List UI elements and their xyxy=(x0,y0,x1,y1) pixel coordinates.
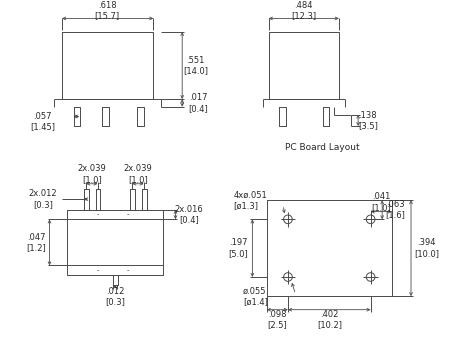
Text: .551
[14.0]: .551 [14.0] xyxy=(183,56,208,75)
Text: .618
[15.7]: .618 [15.7] xyxy=(95,1,120,20)
Text: .063
[1.6]: .063 [1.6] xyxy=(386,200,406,219)
Text: 2x.016
[0.4]: 2x.016 [0.4] xyxy=(174,205,203,224)
Text: -: - xyxy=(127,212,129,217)
Text: .017
[0.4]: .017 [0.4] xyxy=(189,93,209,113)
Text: 2x.039
[1.0]: 2x.039 [1.0] xyxy=(77,164,106,184)
Text: .012
[0.3]: .012 [0.3] xyxy=(105,286,125,306)
Text: 2x.012
[0.3]: 2x.012 [0.3] xyxy=(28,189,57,209)
Text: .041
[1.0]: .041 [1.0] xyxy=(371,192,391,212)
Text: .394
[10.0]: .394 [10.0] xyxy=(414,238,439,258)
Text: .047
[1.2]: .047 [1.2] xyxy=(26,233,46,252)
Text: -: - xyxy=(96,212,99,217)
Text: .098
[2.5]: .098 [2.5] xyxy=(267,310,287,329)
Text: .138
[3.5]: .138 [3.5] xyxy=(358,111,378,130)
Text: 4xø.051
[ø1.3]: 4xø.051 [ø1.3] xyxy=(233,191,267,210)
Text: .057
[1.45]: .057 [1.45] xyxy=(30,111,55,131)
Text: -: - xyxy=(96,267,99,273)
Text: .402
[10.2]: .402 [10.2] xyxy=(317,310,342,329)
Text: 2x.039
[1.0]: 2x.039 [1.0] xyxy=(124,164,152,184)
Text: .197
[5.0]: .197 [5.0] xyxy=(228,238,248,258)
Text: .484
[12.3]: .484 [12.3] xyxy=(291,1,316,20)
Text: ø.055
[ø1.4]: ø.055 [ø1.4] xyxy=(243,286,268,306)
Text: -: - xyxy=(127,267,129,273)
Text: PC Board Layout: PC Board Layout xyxy=(285,143,360,152)
